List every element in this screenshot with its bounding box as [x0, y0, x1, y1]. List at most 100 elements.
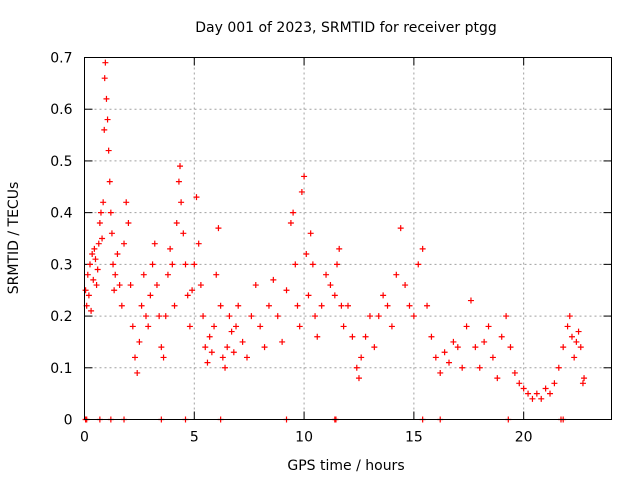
data-point: [111, 287, 118, 294]
data-point: [193, 194, 200, 201]
data-point: [283, 287, 290, 294]
y-tick-label: 0.4: [50, 206, 72, 222]
data-point: [441, 349, 448, 356]
data-point: [85, 292, 92, 299]
y-tick-label: 0: [64, 413, 73, 429]
data-point: [432, 354, 439, 361]
data-point: [145, 323, 152, 330]
data-point: [265, 302, 272, 309]
data-point: [542, 385, 549, 392]
x-axis-label: GPS time / hours: [287, 458, 404, 474]
data-point: [355, 375, 362, 382]
data-point: [476, 364, 483, 371]
data-point: [577, 344, 584, 351]
data-point: [279, 338, 286, 345]
data-point: [226, 313, 233, 320]
data-point: [233, 323, 240, 330]
data-point: [142, 313, 149, 320]
data-point: [307, 230, 314, 237]
axis-ticks: 0 5 10 15 20 0 0.1 0.2 0.3 0.4 0.5 0.6 0.7: [50, 51, 612, 446]
data-point: [257, 323, 264, 330]
data-point: [384, 302, 391, 309]
data-point: [88, 307, 95, 314]
data-point: [402, 282, 409, 289]
data-point: [503, 313, 510, 320]
data-point: [323, 271, 330, 278]
data-point: [305, 292, 312, 299]
data-point: [274, 313, 281, 320]
data-point: [450, 338, 457, 345]
data-point: [581, 375, 588, 382]
data-point: [397, 225, 404, 232]
data-point: [463, 323, 470, 330]
data-point: [195, 240, 202, 247]
data-point: [547, 390, 554, 397]
y-tick-label: 0.2: [50, 309, 72, 325]
data-point: [147, 292, 154, 299]
y-tick-label: 0.3: [50, 257, 72, 273]
data-point: [459, 364, 466, 371]
data-point: [116, 282, 123, 289]
data-point: [270, 276, 277, 283]
data-point: [551, 380, 558, 387]
data-point: [261, 344, 268, 351]
data-point: [446, 359, 453, 366]
data-point: [99, 235, 106, 242]
data-point: [575, 328, 582, 335]
data-point: [89, 251, 96, 258]
data-point: [92, 256, 99, 263]
data-point: [160, 354, 167, 361]
data-point: [112, 271, 119, 278]
data-point: [110, 261, 117, 268]
data-point: [103, 95, 110, 102]
data-point: [516, 380, 523, 387]
data-point: [312, 313, 319, 320]
data-point: [388, 323, 395, 330]
data-point: [489, 354, 496, 361]
data-point: [301, 173, 308, 180]
data-point: [419, 245, 426, 252]
data-point: [82, 287, 89, 294]
data-point: [178, 199, 185, 206]
data-point: [294, 302, 301, 309]
data-point: [104, 116, 111, 123]
data-point: [204, 359, 211, 366]
data-point: [164, 271, 171, 278]
data-point: [167, 245, 174, 252]
data-point: [353, 364, 360, 371]
data-point: [101, 126, 108, 133]
data-point: [239, 338, 246, 345]
data-point: [573, 338, 580, 345]
data-point: [437, 369, 444, 376]
data-point: [153, 282, 160, 289]
data-point: [511, 369, 518, 376]
data-point: [366, 313, 373, 320]
data-point: [538, 395, 545, 402]
data-point: [169, 261, 176, 268]
data-point: [338, 302, 345, 309]
data-point: [129, 323, 136, 330]
data-point: [108, 230, 115, 237]
data-point: [318, 302, 325, 309]
data-point: [380, 292, 387, 299]
data-point: [454, 344, 461, 351]
data-point: [533, 390, 540, 397]
y-tick-label: 0.7: [50, 51, 72, 67]
data-point: [336, 245, 343, 252]
data-point: [560, 344, 567, 351]
data-point: [173, 219, 180, 226]
data-point: [571, 354, 578, 361]
data-point: [191, 261, 198, 268]
data-point: [206, 333, 213, 340]
data-point: [371, 344, 378, 351]
data-point: [180, 230, 187, 237]
data-point: [424, 302, 431, 309]
data-point: [298, 188, 305, 195]
data-point: [136, 338, 143, 345]
data-point: [140, 271, 147, 278]
data-point: [410, 313, 417, 320]
data-point: [134, 369, 141, 376]
data-point: [224, 344, 231, 351]
data-point: [248, 313, 255, 320]
